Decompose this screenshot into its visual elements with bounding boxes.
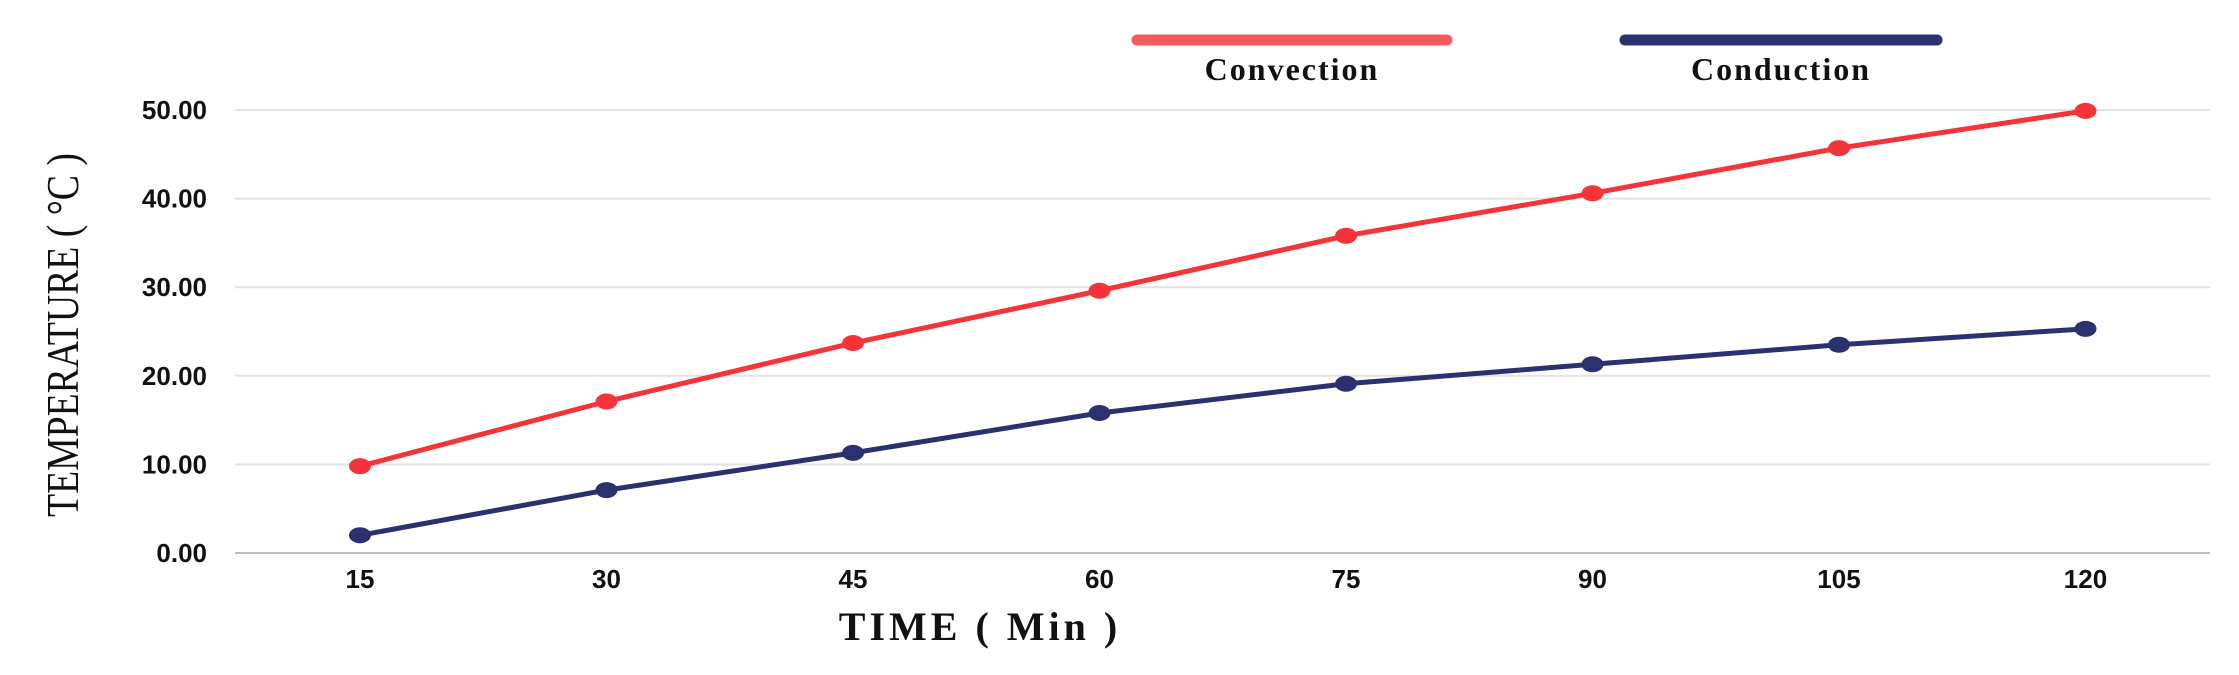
data-point-convection xyxy=(595,393,618,410)
legend: Convection Conduction xyxy=(1131,34,1943,87)
y-axis-title: TEMPERATURE ( °C ) xyxy=(39,153,89,517)
data-point-convection xyxy=(842,335,864,352)
data-point-convection xyxy=(1088,282,1111,299)
y-tick-label: 50.00 xyxy=(142,95,207,125)
series-line-convection xyxy=(357,108,2088,469)
y-tick-label: 40.00 xyxy=(142,184,207,214)
data-point-convection xyxy=(2074,102,2097,119)
data-point-conduction xyxy=(595,482,618,499)
x-tick-label: 60 xyxy=(1085,564,1114,594)
data-point-conduction xyxy=(842,444,864,461)
legend-label-conduction: Conduction xyxy=(1691,51,1871,87)
x-tick-label: 105 xyxy=(1817,564,1860,594)
x-tick-label: 90 xyxy=(1578,564,1607,594)
x-tick-label: 75 xyxy=(1332,564,1361,594)
x-tick-label: 45 xyxy=(839,564,868,594)
y-tick-label: 10.00 xyxy=(142,449,207,479)
x-axis-title: TIME ( Min ) xyxy=(839,604,1121,649)
data-point-conduction xyxy=(1088,405,1111,422)
data-point-conduction xyxy=(349,527,371,544)
legend-label-convection: Convection xyxy=(1205,51,1380,87)
gridlines xyxy=(235,109,2210,554)
data-point-convection xyxy=(1828,140,1850,157)
x-tick-label: 120 xyxy=(2064,564,2107,594)
x-axis-ticks: 15 30 45 60 75 90 105 120 xyxy=(346,564,2108,594)
y-tick-label: 20.00 xyxy=(142,361,207,391)
data-point-conduction xyxy=(2074,320,2097,337)
data-point-conduction xyxy=(1581,356,1604,373)
x-tick-label: 30 xyxy=(592,564,621,594)
data-point-convection xyxy=(1335,227,1357,244)
series-line-conduction xyxy=(357,326,2088,538)
y-axis-ticks: 0.00 10.00 20.00 30.00 40.00 50.00 xyxy=(142,95,207,568)
series-lines xyxy=(349,102,2097,544)
y-tick-label: 30.00 xyxy=(142,272,207,302)
data-point-convection xyxy=(349,458,371,475)
data-point-conduction xyxy=(1828,336,1850,353)
x-tick-label: 15 xyxy=(346,564,375,594)
data-point-convection xyxy=(1581,185,1604,202)
data-point-conduction xyxy=(1335,375,1357,392)
y-tick-label: 0.00 xyxy=(156,538,207,568)
